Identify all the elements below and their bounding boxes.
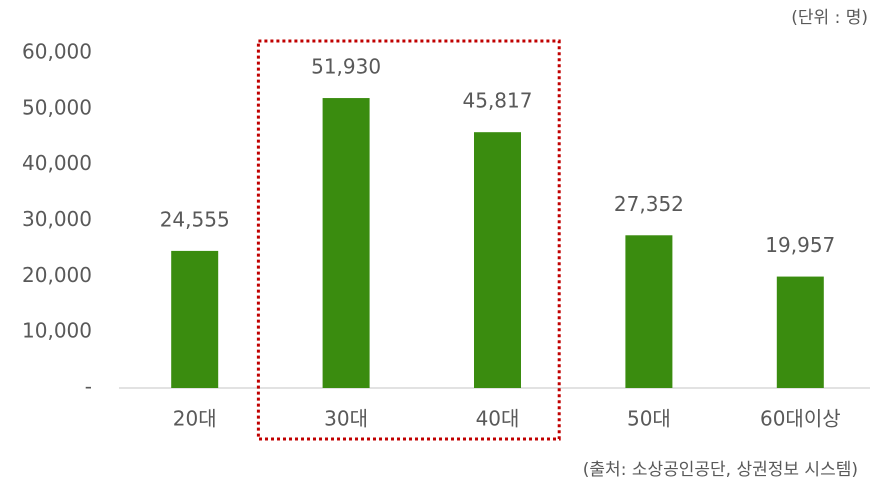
bar	[474, 132, 521, 388]
value-label: 24,555	[160, 207, 230, 231]
value-label: 19,957	[765, 233, 835, 257]
x-tick-label: 30대	[324, 407, 368, 431]
x-tick-label: 40대	[476, 407, 520, 431]
source-note: (출처: 소상공인공단, 상권정보 시스템)	[583, 460, 858, 480]
unit-note: (단위 : 명)	[791, 8, 868, 28]
y-tick-label: 30,000	[22, 207, 92, 231]
y-tick-label: 50,000	[22, 95, 92, 119]
y-tick-label: -	[85, 375, 92, 399]
bar	[625, 235, 673, 388]
value-label: 45,817	[463, 89, 533, 113]
y-tick-label: 60,000	[22, 40, 92, 64]
value-label: 51,930	[311, 55, 381, 79]
x-tick-label: 60대이상	[760, 407, 841, 431]
highlight-box	[256, 39, 561, 441]
x-tick-label: 50대	[627, 407, 671, 431]
bar	[776, 276, 824, 388]
y-tick-label: 40,000	[22, 151, 92, 175]
value-label: 27,352	[614, 192, 684, 216]
bar	[322, 98, 370, 389]
y-tick-label: 20,000	[22, 263, 92, 287]
bar	[171, 250, 219, 388]
x-tick-label: 20대	[173, 407, 217, 431]
y-tick-label: 10,000	[22, 319, 92, 343]
